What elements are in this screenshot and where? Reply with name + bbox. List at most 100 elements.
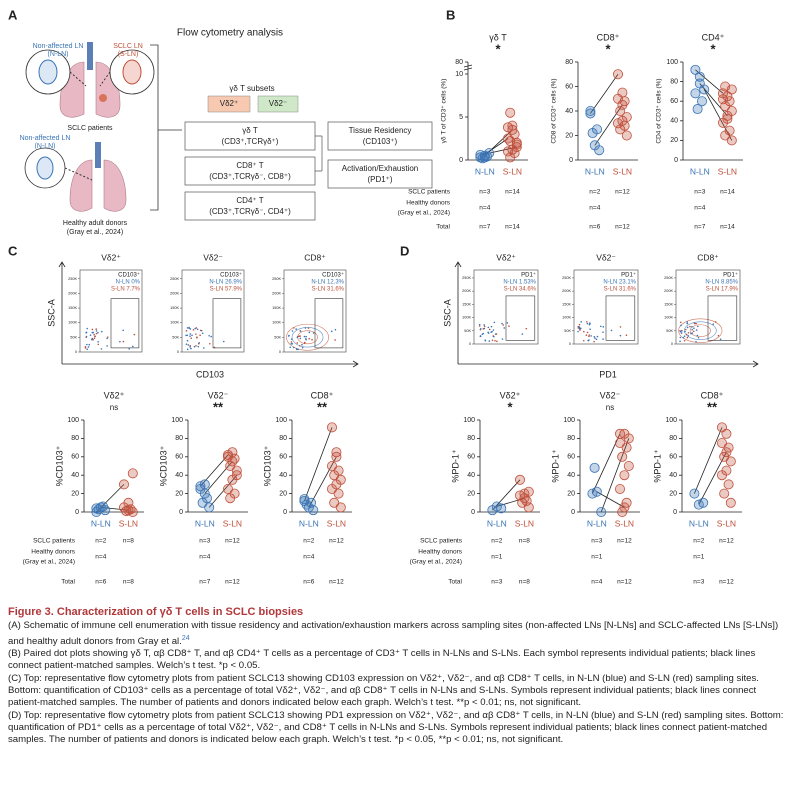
gate-nln: N-LN 26.9% (209, 280, 242, 286)
population-label: γδ T (242, 126, 258, 135)
pair-line (600, 438, 630, 513)
n-count: n=7 (479, 224, 490, 231)
y-tick-label: 0 (75, 509, 79, 516)
n-count: n=3 (591, 538, 602, 545)
flow-title: Vδ2⁻ (203, 252, 223, 262)
event-dot (106, 345, 108, 347)
event-dot (132, 345, 134, 348)
y-axis-label: %CD103⁺ (54, 445, 64, 486)
population-box (184, 191, 316, 221)
y-tick-label: 0 (671, 342, 673, 346)
event-dot (296, 342, 299, 344)
gate-nln: N-LN 8.85% (705, 280, 738, 286)
y-tick-label: 0 (279, 350, 281, 354)
data-point (720, 81, 731, 92)
event-dot (683, 335, 686, 338)
event-dot (334, 339, 336, 341)
event-dot (334, 328, 337, 331)
pair-line (200, 454, 229, 487)
gate-sln: S-LN 31.6% (604, 287, 637, 293)
data-point (617, 506, 628, 517)
flow-y-label: SSC-A (442, 299, 452, 327)
data-point (201, 493, 212, 504)
y-tick-label: 200K (68, 291, 77, 295)
n-count: n=12 (719, 538, 734, 545)
y-tick-label: 200K (664, 289, 673, 293)
data-point (723, 479, 734, 490)
event-dot (311, 338, 313, 341)
event-dot (679, 336, 682, 339)
nln-label: (N-LN) (48, 51, 69, 58)
subset-box (207, 95, 251, 113)
data-point (227, 474, 238, 485)
flow-title: Vδ2⁺ (101, 252, 121, 262)
caption-title: Figure 3. Characterization of γδ T cells… (8, 606, 304, 618)
event-dot (695, 322, 697, 325)
event-dot (483, 324, 485, 326)
gate-label: CD103⁺ (220, 272, 242, 279)
y-tick-label: 40 (175, 472, 183, 479)
n-count: n=14 (720, 189, 735, 196)
data-point (127, 468, 138, 479)
caption-text: (D) Top: representative flow cytometry p… (8, 709, 784, 746)
event-dot (296, 336, 299, 339)
y-tick-label: 250K (462, 276, 471, 280)
category-label: N-LN (587, 518, 607, 528)
y-tick-label: 0 (471, 509, 475, 516)
n-count: n=4 (199, 554, 210, 561)
data-point (694, 71, 705, 82)
data-point (724, 125, 735, 136)
data-point (689, 488, 700, 499)
chart-title: γδ T (489, 32, 507, 42)
y-tick-label: 150K (462, 302, 471, 306)
n-count: n=8 (123, 538, 134, 545)
event-dot (305, 335, 307, 338)
n-count: n=12 (615, 224, 630, 231)
pair-line (699, 83, 728, 117)
y-tick-label: 20 (567, 490, 575, 497)
subset-label: Vδ2⁺ (220, 99, 238, 108)
data-point (722, 113, 733, 124)
event-dot (483, 327, 486, 330)
y-tick-label: 200K (562, 289, 571, 293)
category-label: S-LN (613, 166, 632, 176)
event-dot (186, 339, 189, 342)
chart-title: Vδ2⁻ (208, 390, 229, 400)
event-dot (187, 344, 190, 346)
event-dot (697, 325, 699, 328)
y-tick-label: 100 (665, 417, 677, 424)
chart-title: Vδ2⁺ (104, 390, 125, 400)
data-point (621, 497, 632, 508)
y-axis-label: CD8 of CD3⁺ cells (%) (551, 78, 558, 143)
n-count: n=14 (720, 224, 735, 231)
event-dot (683, 339, 686, 342)
event-dot (197, 345, 200, 348)
event-dot (86, 348, 88, 351)
significance: * (710, 41, 716, 56)
event-dot (682, 336, 685, 339)
gate (707, 295, 738, 341)
marker-label: Activation/Exhaustion (342, 164, 419, 173)
n-count: n=4 (694, 205, 705, 212)
data-point (308, 505, 319, 516)
event-dot (128, 348, 131, 350)
flow-title: Vδ2⁻ (596, 252, 616, 262)
y-tick-label: 100K (664, 316, 673, 320)
reference[interactable]: 24 (181, 634, 190, 642)
y-tick-label: 60 (467, 454, 475, 461)
y-tick-label: 100K (562, 316, 571, 320)
event-dot (586, 321, 588, 323)
marker-label: (PD1⁺) (367, 175, 392, 184)
event-dot (303, 342, 306, 345)
gate (212, 298, 242, 349)
connector (315, 135, 323, 172)
event-dot (295, 348, 298, 351)
lungs-donor (69, 142, 127, 212)
n-count: n=12 (225, 538, 240, 545)
event-dot (100, 330, 103, 333)
data-point (717, 437, 728, 448)
row-label: Healthy donors (31, 549, 75, 556)
nln-label: Non-affected LN (33, 43, 84, 50)
event-dot (479, 335, 482, 337)
category-label: N-LN (585, 166, 605, 176)
